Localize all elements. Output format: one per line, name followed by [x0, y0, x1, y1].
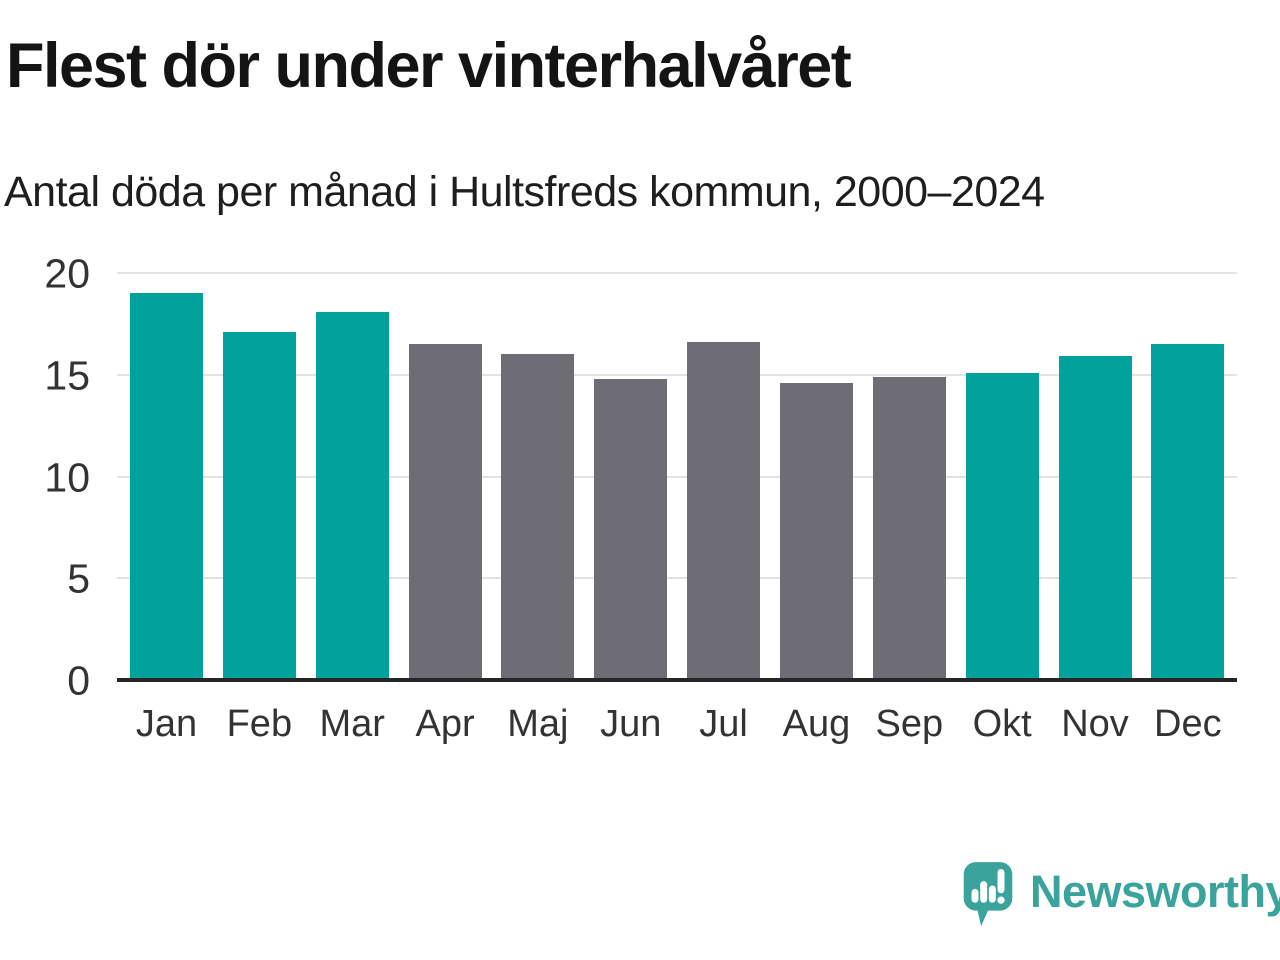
bar-feb	[222, 332, 296, 680]
logo-bar-2	[980, 881, 988, 903]
bar-apr	[408, 344, 482, 680]
gridline-20	[117, 272, 1237, 274]
x-tick-label-mar: Mar	[319, 703, 385, 745]
bar-okt	[965, 372, 1039, 680]
x-tick-label-sep: Sep	[875, 703, 944, 745]
chart-subtitle: Antal döda per månad i Hultsfreds kommun…	[4, 168, 1045, 216]
x-tick-label-dec: Dec	[1154, 703, 1222, 745]
y-tick-label-15: 15	[44, 352, 90, 399]
newsworthy-logo-icon	[963, 862, 1013, 927]
logo-bar-3	[988, 885, 996, 903]
x-tick-label-nov: Nov	[1061, 703, 1129, 745]
bar-aug	[779, 382, 853, 680]
bar-jan	[130, 293, 203, 680]
logo-exclamation-bar	[997, 869, 1005, 894]
x-tick-label-jul: Jul	[699, 703, 748, 745]
y-tick-label-0: 0	[67, 657, 90, 704]
x-tick-label-okt: Okt	[972, 703, 1032, 745]
bar-jul	[687, 342, 761, 680]
gridline-15	[117, 373, 1237, 376]
x-tick-label-jun: Jun	[600, 703, 662, 745]
logo-bar-1	[971, 888, 979, 903]
bar-nov	[1058, 356, 1132, 680]
speech-bubble-shape	[963, 862, 1013, 927]
gridline-5	[117, 577, 1237, 580]
bar-sep	[872, 376, 946, 680]
x-tick-label-feb: Feb	[226, 703, 293, 745]
bar-maj	[501, 354, 575, 680]
chart-title: Flest dör under vinterhalvåret	[6, 31, 852, 101]
gridline-10	[117, 475, 1237, 478]
y-tick-label-10: 10	[44, 454, 90, 500]
bar-dec	[1151, 344, 1225, 680]
y-tick-label-5: 5	[67, 555, 90, 602]
x-tick-label-aug: Aug	[782, 703, 851, 745]
x-axis-line	[117, 678, 1237, 682]
y-tick-label-20: 20	[44, 250, 90, 297]
bar-jun	[594, 378, 668, 680]
brand-name: Newsworthy	[1030, 866, 1280, 917]
x-tick-label-apr: Apr	[415, 703, 475, 745]
logo-exclamation-dot	[997, 896, 1005, 904]
brand-logo: Newsworthy	[962, 860, 1280, 930]
x-tick-label-maj: Maj	[507, 703, 569, 745]
x-tick-label-jan: Jan	[135, 703, 198, 745]
bar-mar	[315, 311, 389, 680]
